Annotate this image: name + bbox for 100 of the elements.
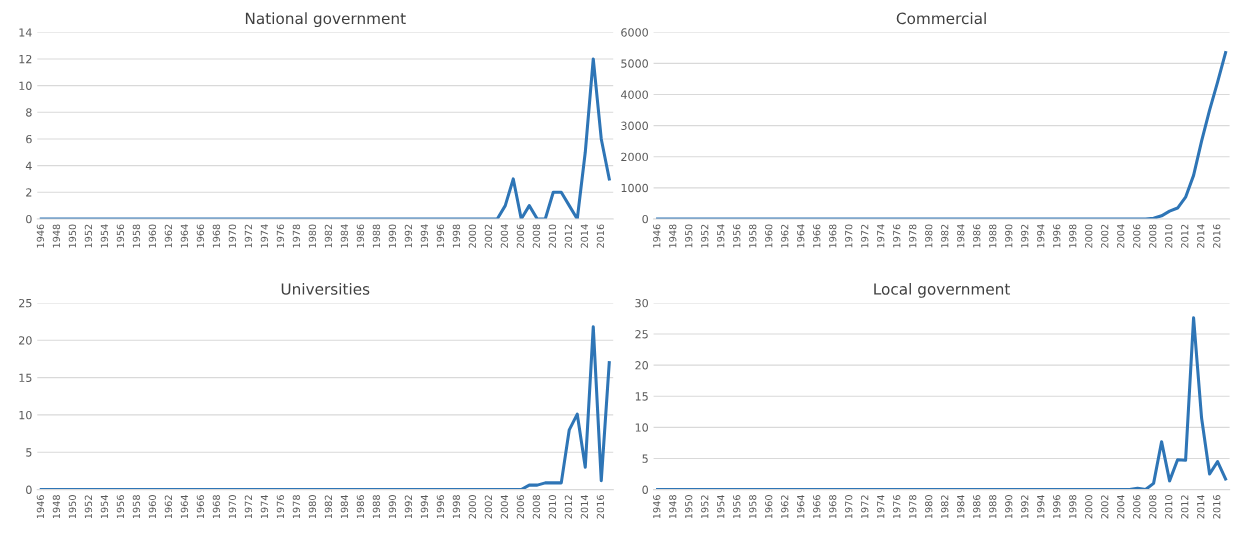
chart-title: National government: [245, 12, 406, 28]
x-tick-label: 1958: [749, 224, 757, 248]
chart-title: Local government: [874, 282, 1011, 298]
x-tick-label: 1946: [36, 495, 45, 519]
x-tick-label: 1994: [420, 224, 429, 248]
y-tick-label: 30: [635, 298, 648, 308]
x-tick-label: 1970: [845, 495, 853, 519]
x-tick-label: 1998: [1069, 224, 1077, 248]
x-tick-label: 1996: [1053, 224, 1061, 248]
x-tick-label: 1996: [1053, 495, 1061, 519]
x-tick-label: 1946: [653, 224, 661, 248]
x-tick-label: 1986: [973, 224, 981, 248]
x-tick-label: 2016: [1213, 495, 1221, 519]
line-series: [656, 50, 1228, 219]
x-tick-label: 1982: [941, 495, 949, 519]
x-tick-label: 1996: [436, 495, 445, 519]
x-tick-label: 1990: [388, 495, 397, 519]
line-series: [656, 316, 1228, 490]
x-tick-label: 1972: [244, 224, 253, 248]
x-tick-label: 1968: [212, 495, 221, 519]
x-tick-label: 2014: [580, 224, 589, 248]
y-tick-label: 0: [642, 214, 648, 224]
x-tick-label: 1974: [260, 494, 269, 519]
y-tick-label: 2000: [621, 152, 648, 162]
y-tick-label: 0: [26, 485, 32, 494]
x-tick-label: 1986: [356, 495, 365, 519]
x-tick-label: 2004: [500, 494, 509, 519]
x-tick-label: 1992: [1021, 495, 1029, 519]
x-tick-label: 1986: [356, 224, 365, 248]
x-tick-label: 1972: [861, 495, 869, 519]
x-tick-label: 1968: [829, 224, 837, 248]
x-tick-label: 2008: [1149, 495, 1157, 519]
x-tick-label: 1994: [1037, 494, 1045, 519]
x-tick-label: 1998: [452, 495, 461, 519]
x-tick-label: 2014: [1197, 224, 1205, 248]
x-tick-label: 2006: [1133, 224, 1141, 248]
x-tick-label: 1962: [164, 224, 173, 248]
x-tick-label: 1982: [324, 224, 333, 248]
x-tick-label: 1960: [148, 224, 157, 248]
x-tick-label: 1982: [324, 495, 333, 519]
y-tick-label: 4000: [620, 90, 648, 99]
x-tick-label: 2010: [1165, 224, 1173, 248]
x-tick-label: 1948: [52, 495, 61, 519]
x-tick-label: 1962: [781, 224, 789, 248]
x-tick-label: 1970: [228, 224, 237, 248]
x-tick-label: 1974: [877, 494, 885, 519]
x-tick-label: 1962: [164, 495, 173, 519]
x-tick-label: 1966: [813, 495, 821, 519]
x-tick-label: 1968: [212, 224, 221, 248]
x-tick-label: 2004: [1117, 494, 1125, 519]
x-tick-label: 1984: [957, 224, 965, 248]
line-series: [39, 57, 611, 219]
x-tick-label: 1972: [861, 224, 869, 248]
x-tick-label: 1954: [717, 494, 725, 519]
x-tick-label: 2008: [1149, 224, 1157, 248]
chart-title: Universities: [281, 282, 370, 295]
x-tick-label: 1952: [84, 495, 93, 519]
x-tick-label: 1992: [1021, 224, 1029, 248]
x-tick-label: 1980: [925, 495, 933, 519]
x-tick-label: 2012: [564, 224, 573, 248]
x-tick-label: 2012: [564, 495, 573, 519]
x-tick-label: 2016: [1213, 224, 1221, 248]
x-tick-label: 2000: [468, 495, 477, 519]
y-tick-label: 20: [635, 361, 648, 370]
y-tick-label: 4: [25, 161, 32, 170]
x-tick-label: 1946: [653, 495, 661, 519]
x-tick-label: 1966: [196, 495, 205, 519]
x-tick-label: 1964: [797, 224, 805, 248]
x-tick-label: 1998: [1069, 495, 1077, 519]
x-tick-label: 1968: [829, 495, 837, 519]
x-tick-label: 1984: [957, 494, 965, 519]
x-tick-label: 2010: [548, 495, 557, 519]
x-tick-label: 1954: [717, 224, 725, 248]
x-tick-label: 1994: [1037, 224, 1045, 248]
x-tick-label: 1978: [292, 495, 301, 519]
x-tick-label: 1974: [877, 224, 885, 248]
x-tick-label: 1958: [749, 495, 757, 519]
x-tick-label: 2016: [596, 224, 605, 248]
x-tick-label: 1948: [52, 224, 61, 248]
line-series: [39, 325, 611, 490]
x-tick-label: 2010: [1165, 495, 1173, 519]
x-tick-label: 1962: [781, 495, 789, 519]
y-tick-label: 1000: [621, 183, 648, 193]
y-tick-label: 0: [26, 214, 32, 224]
y-tick-label: 15: [635, 392, 648, 401]
x-tick-label: 1958: [132, 224, 141, 248]
x-tick-label: 2002: [484, 224, 493, 248]
y-tick-label: 6000: [621, 28, 648, 37]
y-tick-label: 3000: [621, 121, 648, 130]
x-tick-label: 1988: [372, 224, 381, 248]
x-tick-label: 1988: [372, 495, 381, 519]
x-tick-label: 1986: [973, 495, 981, 519]
x-tick-label: 2002: [1101, 224, 1109, 248]
x-tick-label: 1976: [276, 495, 285, 519]
x-tick-label: 2000: [468, 224, 477, 248]
x-tick-label: 2014: [1197, 494, 1205, 519]
x-tick-label: 1970: [228, 495, 237, 519]
y-tick-label: 25: [19, 298, 32, 308]
y-tick-label: 25: [635, 330, 648, 339]
x-tick-label: 1984: [340, 224, 349, 248]
